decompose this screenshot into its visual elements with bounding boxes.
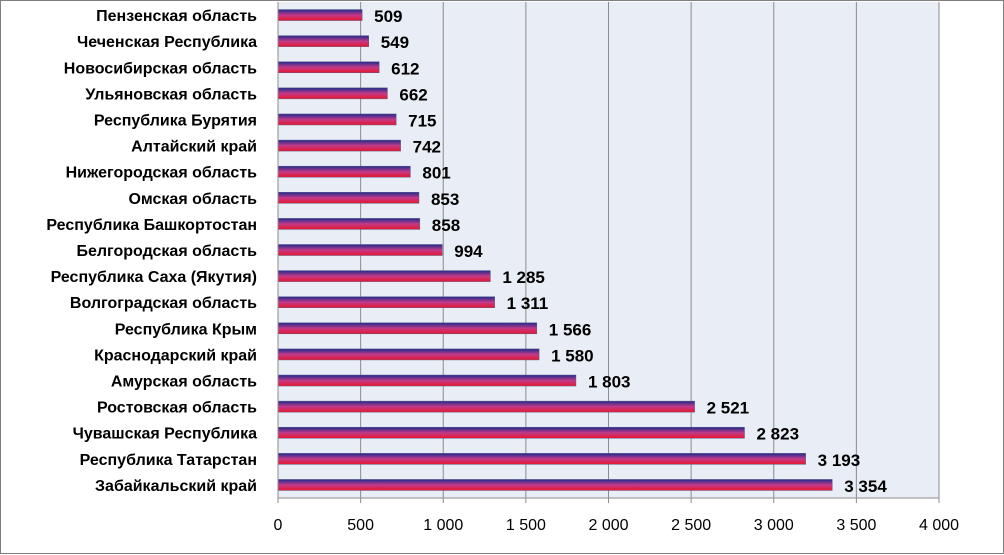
data-label: 549	[381, 33, 409, 52]
category-label: Республика Бурятия	[94, 112, 257, 129]
x-tick-label: 4 000	[919, 517, 959, 534]
category-label: Республика Башкортостан	[46, 217, 257, 234]
data-label: 509	[374, 7, 402, 26]
data-label: 2 521	[707, 399, 750, 418]
data-label: 3 193	[818, 451, 861, 470]
category-label: Пензенская область	[96, 8, 257, 25]
category-label: Чеченская Республика	[77, 34, 257, 51]
bar	[277, 61, 380, 74]
category-label: Волгоградская область	[70, 295, 257, 312]
bar	[277, 9, 363, 21]
bar	[277, 270, 491, 282]
bar	[277, 453, 806, 465]
x-axis-tick-labels: 0 500 1 000 1 500 2 000 2 500 3 000 3 500 4 000	[274, 517, 960, 534]
x-tick-label: 2 500	[671, 517, 711, 534]
data-label: 742	[413, 138, 441, 157]
category-label: Республика Саха (Якутия)	[51, 269, 257, 286]
category-labels: Пензенская область Чеченская Республика Но…	[46, 8, 257, 495]
bar	[277, 322, 538, 335]
bar	[277, 35, 369, 47]
data-label: 612	[391, 59, 419, 78]
bar	[277, 479, 833, 491]
data-label: 1 311	[507, 294, 549, 313]
category-label: Республика Татарстан	[80, 452, 257, 469]
data-label: 858	[432, 216, 460, 235]
bar	[277, 400, 695, 413]
data-label: 1 566	[549, 320, 592, 339]
category-label: Республика Крым	[115, 321, 257, 338]
x-tick-label: 500	[347, 517, 374, 534]
data-label: 994	[454, 242, 483, 261]
category-label: Алтайский край	[131, 139, 257, 156]
bar	[277, 426, 745, 439]
category-label: Ульяновская область	[85, 86, 257, 103]
bar	[277, 165, 411, 178]
data-label: 715	[408, 111, 436, 130]
category-label: Белгородская область	[76, 243, 257, 260]
bar	[277, 139, 401, 152]
data-label: 1 803	[588, 373, 631, 392]
bar	[277, 218, 421, 230]
category-label: Краснодарский край	[94, 347, 257, 364]
value-labels: 509 549 612 662 715 742 801 853 858 994 1 285 1 311…	[374, 7, 887, 496]
data-label: 3 354	[844, 477, 887, 496]
bar	[277, 113, 397, 126]
category-label: Омская область	[128, 191, 257, 208]
bar	[277, 87, 388, 100]
x-tick-label: 0	[274, 517, 283, 534]
bar	[277, 192, 420, 204]
data-label: 801	[422, 164, 450, 183]
bar	[277, 348, 540, 361]
data-label: 1 285	[502, 268, 545, 287]
data-label: 662	[399, 85, 427, 104]
x-tick-label: 2 000	[588, 517, 628, 534]
data-label: 2 823	[757, 425, 800, 444]
x-tick-label: 3 500	[836, 517, 876, 534]
category-label: Новосибирская область	[64, 60, 257, 77]
bars	[277, 9, 833, 491]
bar	[277, 296, 495, 308]
bar	[277, 244, 443, 256]
x-tick-label: 1 000	[423, 517, 463, 534]
data-label: 853	[431, 190, 459, 209]
category-label: Нижегородская область	[66, 165, 258, 182]
x-tick-label: 3 000	[754, 517, 794, 534]
category-label: Ростовская область	[97, 400, 257, 417]
category-label: Амурская область	[111, 374, 257, 391]
x-tick-label: 1 500	[506, 517, 546, 534]
data-label: 1 580	[551, 346, 594, 365]
category-label: Забайкальский край	[95, 478, 257, 495]
bar	[277, 374, 577, 387]
category-label: Чувашская Республика	[73, 426, 258, 443]
